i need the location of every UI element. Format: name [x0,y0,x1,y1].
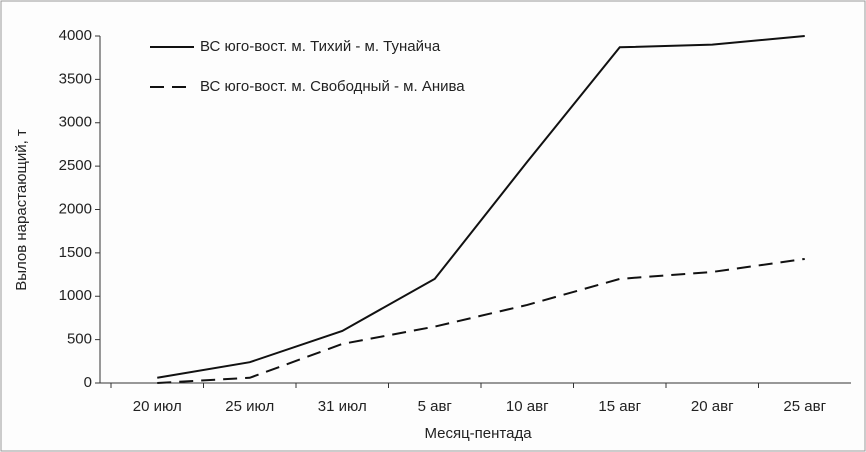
y-tick-label: 0 [84,374,92,391]
y-tick-label: 1500 [59,244,92,261]
y-tick-label: 1000 [59,287,92,304]
y-tick-label: 2500 [59,157,92,174]
series-line [157,257,805,384]
x-tick-label: 20 авг [691,398,734,415]
y-tick-label: 3500 [59,70,92,87]
y-tick-label: 2000 [59,200,92,217]
series-line [157,35,805,379]
x-tick-label: 20 июл [133,398,182,415]
x-tick-label: 31 июл [318,398,367,415]
x-axis-label: Месяц-пентада [424,425,532,442]
x-tick-label: 5 авг [418,398,453,415]
x-tick-label: 15 авг [598,398,641,415]
x-tick-label: 10 авг [506,398,549,415]
x-tick-label: 25 июл [225,398,274,415]
y-axis-label: Вылов нарастающий, т [13,129,30,291]
legend-label: ВС юго-вост. м. Тихий - м. Тунайча [200,38,441,55]
legend-label: ВС юго-вост. м. Свободный - м. Анива [200,78,465,95]
y-tick-label: 500 [67,331,92,348]
y-tick-label: 3000 [59,114,92,131]
y-tick-label: 4000 [59,27,92,44]
x-tick-label: 25 авг [783,398,826,415]
